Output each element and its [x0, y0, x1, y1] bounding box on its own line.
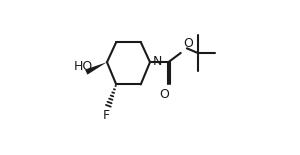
Text: N: N — [152, 55, 162, 68]
Polygon shape — [85, 62, 107, 75]
Text: O: O — [159, 88, 169, 101]
Text: F: F — [103, 109, 110, 122]
Text: O: O — [184, 37, 194, 50]
Text: HO: HO — [74, 60, 93, 73]
